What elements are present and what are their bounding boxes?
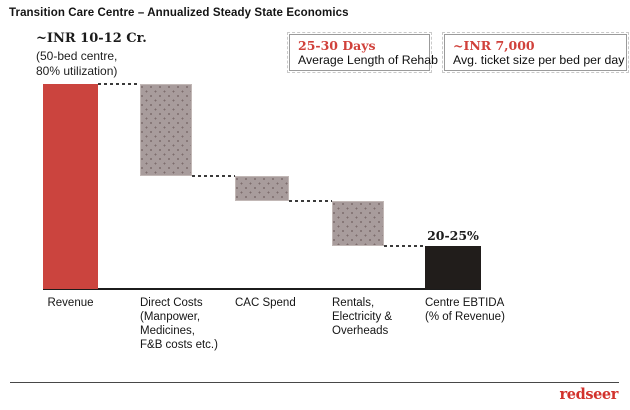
axis-label-rentals-electricity-overheads: Rentals, Electricity & Overheads bbox=[332, 297, 393, 337]
axis-label-direct-costs: Direct Costs (Manpower, Medicines, F&B cost… bbox=[140, 297, 218, 351]
connector-rentals-electricity-overheads-to-centre-ebtida bbox=[384, 244, 425, 247]
revenue-annotation-detail-2: 80% utilization) bbox=[36, 63, 118, 78]
revenue-annotation: ~INR 10-12 Cr. (50-bed centre, 80% utili… bbox=[36, 31, 147, 78]
callout-ticket-size-label: Avg. ticket size per bed per day bbox=[453, 53, 625, 67]
bar-rentals-electricity-overheads bbox=[332, 200, 384, 246]
bar-cac-spend bbox=[235, 176, 289, 201]
bar-direct-costs bbox=[140, 84, 192, 177]
callout-ticket-size: ~INR 7,000 Avg. ticket size per bed per … bbox=[442, 32, 629, 73]
page-title: Transition Care Centre – Annualized Stea… bbox=[9, 7, 349, 19]
axis-label-cac-spend: CAC Spend bbox=[235, 297, 296, 309]
callout-ticket-size-value: ~INR 7,000 bbox=[453, 38, 535, 53]
footer-divider bbox=[10, 382, 619, 383]
connector-revenue-to-direct-costs bbox=[98, 83, 140, 85]
connector-cac-spend-to-rentals-electricity-overheads bbox=[289, 199, 332, 202]
connector-direct-costs-to-cac-spend bbox=[192, 175, 235, 178]
revenue-annotation-value: ~INR 10-12 Cr. bbox=[36, 31, 147, 46]
bar-centre-ebtida bbox=[425, 245, 481, 289]
axis-label-centre-ebtida: Centre EBTIDA (% of Revenue) bbox=[425, 297, 505, 323]
revenue-annotation-detail-1: (50-bed centre, bbox=[36, 49, 118, 63]
bar-revenue bbox=[43, 84, 98, 289]
callout-rehab-length-value: 25-30 Days bbox=[298, 38, 376, 53]
callout-rehab-length-label: Average Length of Rehab bbox=[298, 53, 438, 67]
callout-rehab-length: 25-30 Days Average Length of Rehab bbox=[287, 32, 438, 73]
data-label-centre-ebtida: 20-25% bbox=[427, 227, 479, 243]
redseer-logo: redseer bbox=[559, 386, 619, 403]
axis-label-revenue: Revenue bbox=[47, 297, 94, 309]
x-axis-line bbox=[43, 288, 481, 290]
